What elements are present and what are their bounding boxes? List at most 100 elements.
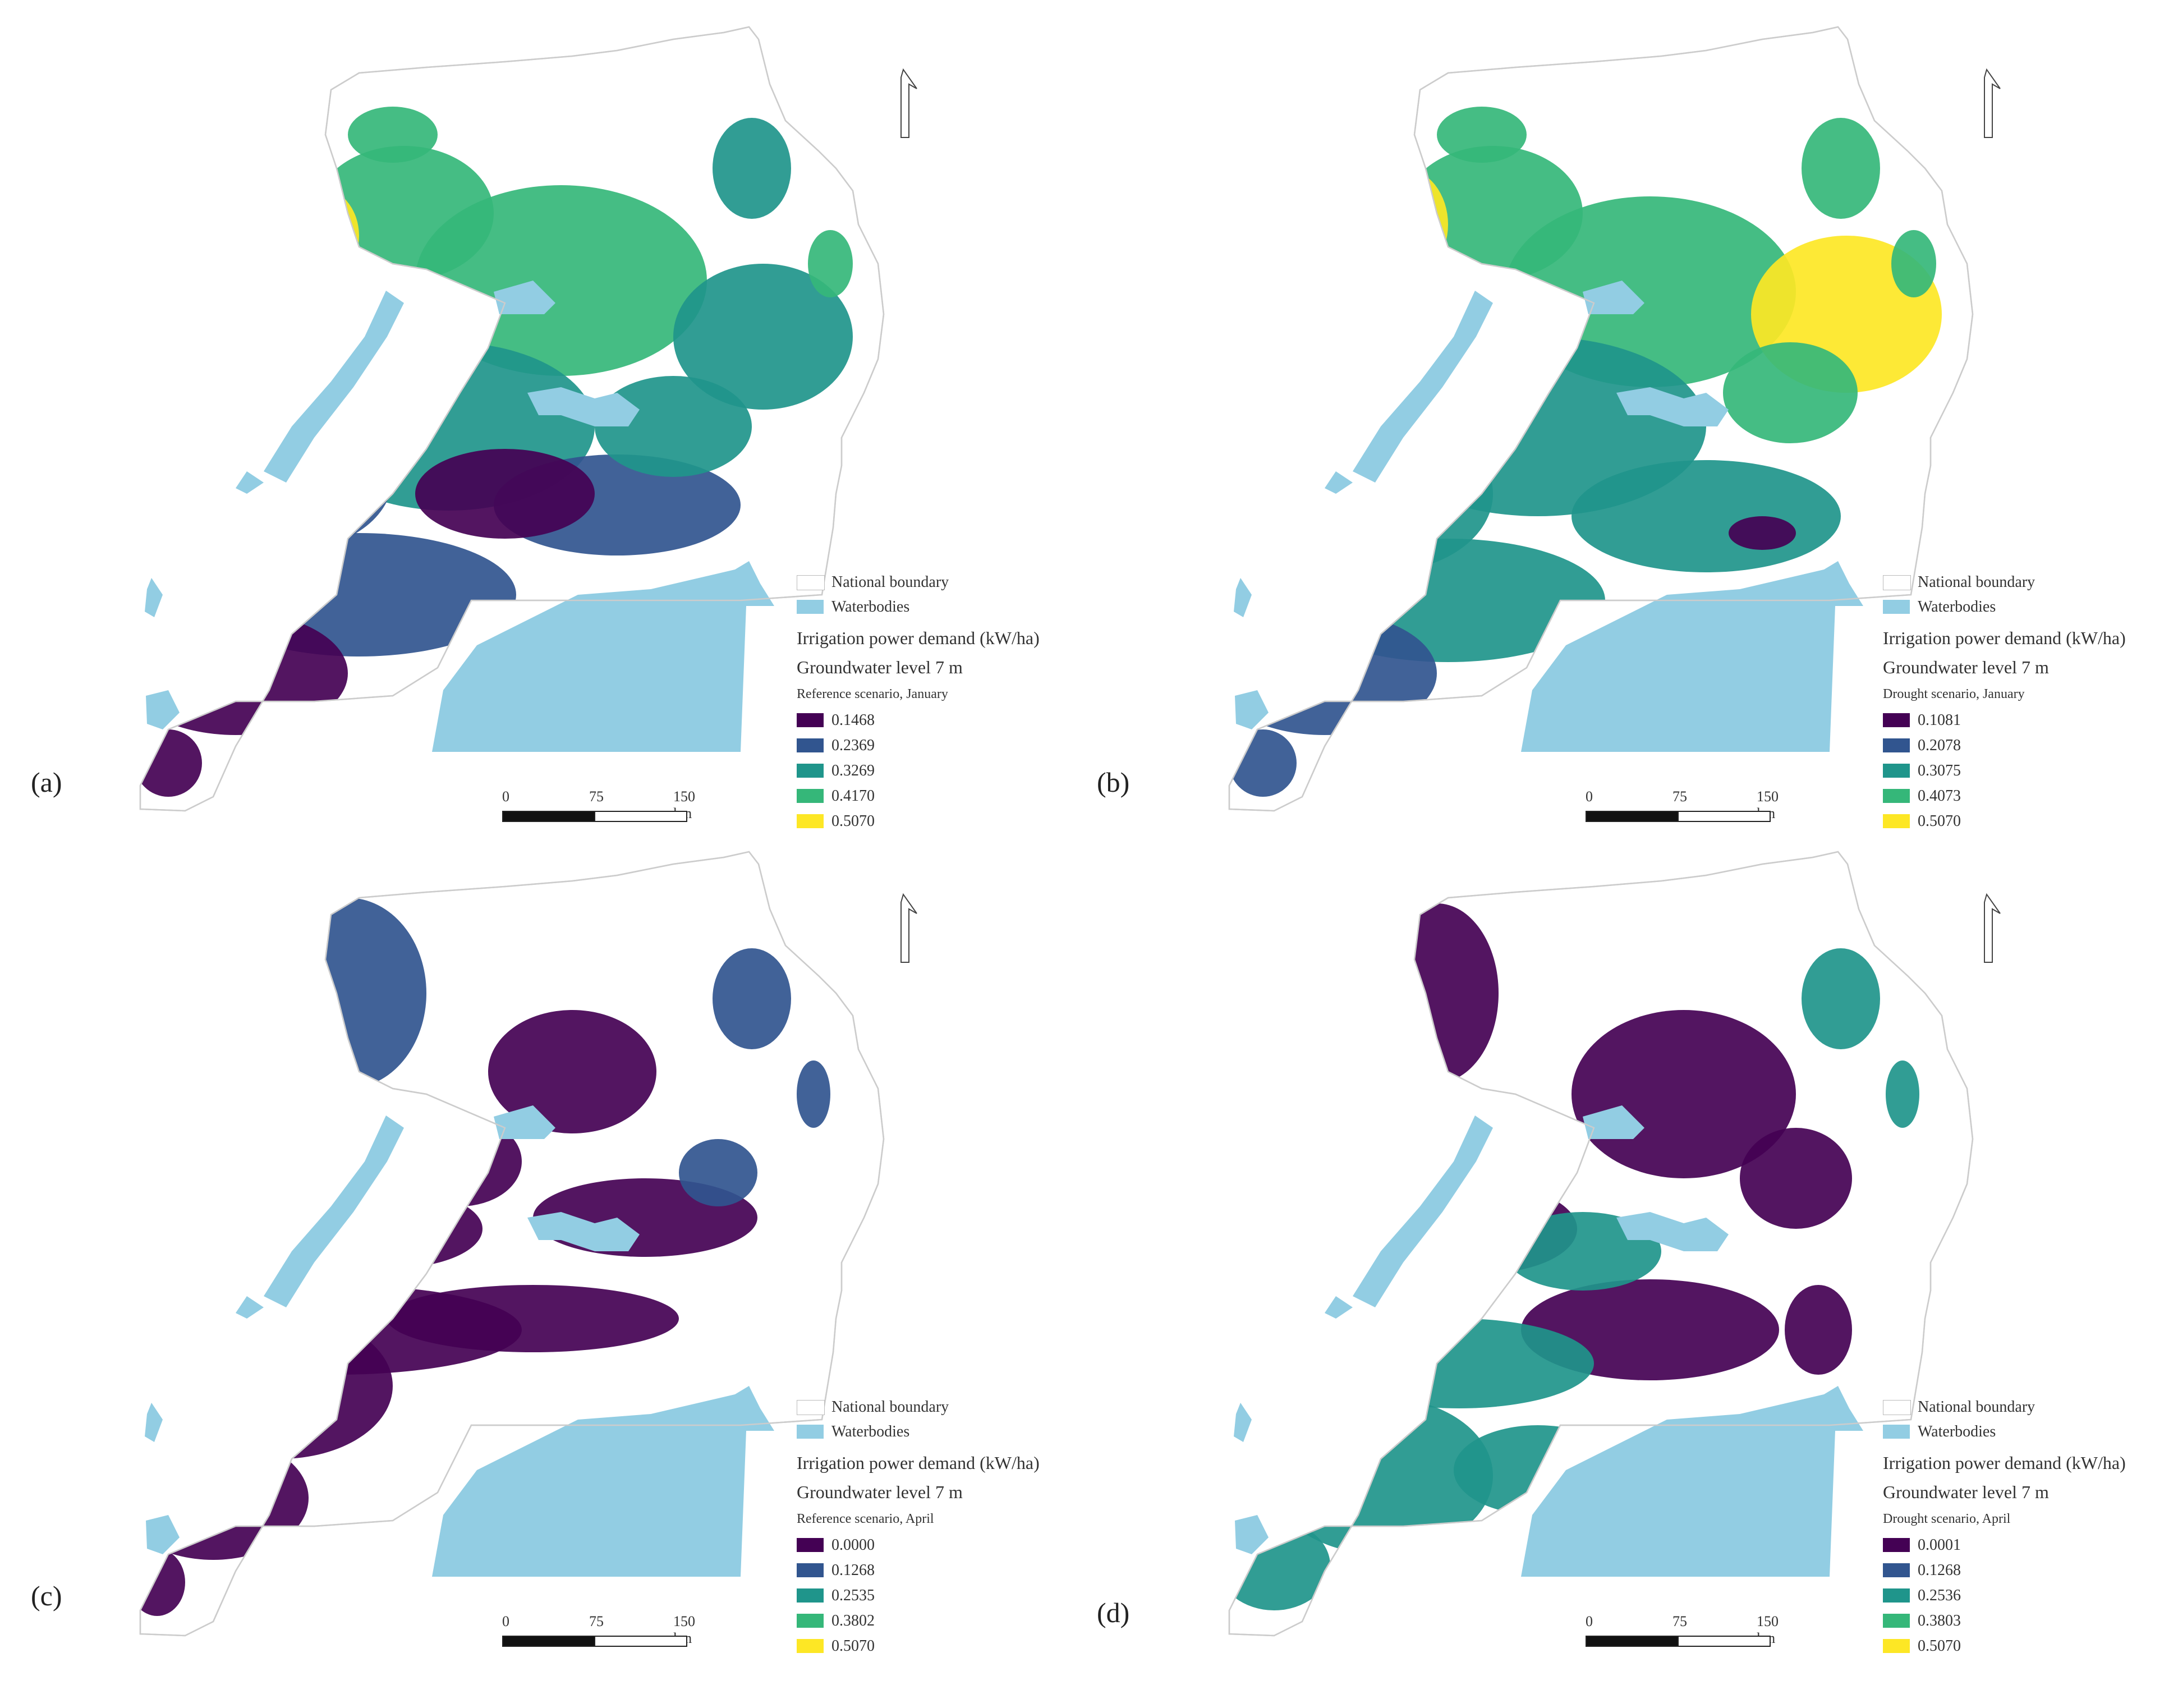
legend-class-value: 0.2536 <box>1918 1587 1961 1604</box>
legend-class-swatch <box>797 738 824 752</box>
demand-patch <box>1802 948 1880 1049</box>
scale-label: 75 <box>1672 788 1687 805</box>
national-boundary-outline <box>1228 851 1974 1637</box>
waterbody <box>527 387 640 426</box>
scale-label: 75 <box>1672 1613 1687 1629</box>
uganda-map-d <box>1228 851 1974 1637</box>
demand-patch <box>679 1139 757 1206</box>
north-arrow-icon <box>1984 893 2001 963</box>
panel-letter: (b) <box>1097 766 1130 798</box>
uganda-map-c <box>139 851 885 1637</box>
waterbody <box>146 690 180 729</box>
demand-patch <box>595 376 752 477</box>
legend-class-value: 0.4073 <box>1918 787 1961 805</box>
scale-segment-black <box>502 1636 595 1647</box>
waterbody <box>1325 471 1353 494</box>
demand-patch <box>1358 168 1448 281</box>
legend-class-swatch <box>1883 1563 1910 1577</box>
demand-patch <box>1325 1319 1594 1408</box>
map-panel-c: (c) National boundary Waterbodies Irrigati… <box>0 825 1089 1654</box>
legend-title: Irrigation power demand (kW/ha) <box>797 628 1040 648</box>
demand-patch <box>673 264 853 410</box>
legend-class-value: 0.1268 <box>1918 1562 1961 1579</box>
scale-segment-black <box>502 811 595 822</box>
scale-segment-white <box>594 811 687 822</box>
scale-label: 0 <box>1586 788 1593 805</box>
legend-title: Irrigation power demand (kW/ha) <box>1883 628 2126 648</box>
waterbody <box>145 578 163 617</box>
legend-class-value: 0.3803 <box>1918 1612 1961 1629</box>
demand-patch <box>168 1313 393 1459</box>
waterbody <box>1616 1212 1729 1251</box>
demand-patch <box>713 948 791 1049</box>
scale-label: 75 <box>589 1613 604 1629</box>
national-boundary-outline <box>139 26 885 812</box>
legend-waterbodies: Waterbodies <box>1918 598 1996 616</box>
demand-patch <box>1375 903 1499 1083</box>
panel-letter: (c) <box>31 1580 62 1611</box>
map-panel-d: (d) National boundary Waterbodies Irrigati… <box>1089 825 2178 1654</box>
waterbody <box>527 1212 640 1251</box>
north-arrow-shape <box>1984 893 2001 963</box>
waterbody <box>1583 1105 1644 1139</box>
demand-patch <box>1729 516 1796 550</box>
demand-patch <box>1437 107 1527 163</box>
waterbody <box>494 1105 555 1139</box>
legend-class-swatch <box>797 1614 824 1628</box>
legend-class-swatch <box>797 789 824 803</box>
legend-waterbodies: Waterbodies <box>831 1423 910 1440</box>
legend-waterbodies: Waterbodies <box>1918 1423 1996 1440</box>
north-arrow-icon <box>1984 68 2001 138</box>
legend-class-value: 0.1081 <box>1918 711 1961 729</box>
waterbody <box>1235 1515 1269 1554</box>
legend-class-swatch <box>1883 764 1910 778</box>
legend-class-swatch <box>1883 1614 1910 1628</box>
legend-groundwater: Groundwater level 7 m <box>797 1482 963 1502</box>
map-panel-b: (b) National boundary Waterbodies Irrigati… <box>1089 0 2178 829</box>
national-boundary-outline <box>139 851 885 1637</box>
demand-patch <box>1723 342 1858 443</box>
legend-class-swatch <box>797 713 824 727</box>
north-arrow-shape <box>900 68 917 138</box>
legend-class-swatch <box>1883 738 1910 752</box>
legend-scenario: Drought scenario, April <box>1883 1512 2011 1526</box>
national-boundary-outline <box>1228 26 1974 812</box>
waterbody <box>432 1386 774 1577</box>
legend-title: Irrigation power demand (kW/ha) <box>797 1453 1040 1473</box>
waterbody <box>236 1296 264 1319</box>
legend-swatch <box>797 1400 825 1415</box>
legend-class-value: 0.5070 <box>831 812 875 830</box>
legend-class-swatch <box>1883 713 1910 727</box>
waterbody <box>145 1403 163 1442</box>
demand-patch <box>797 1060 830 1128</box>
waterbody <box>1234 578 1252 617</box>
demand-patch <box>269 898 426 1089</box>
demand-patch <box>1291 539 1605 662</box>
legend-swatch <box>797 575 825 590</box>
legend-swatch <box>1883 575 1911 590</box>
legend-class-value: 0.2369 <box>831 737 875 754</box>
north-arrow-icon <box>900 68 917 138</box>
demand-patch <box>140 1436 309 1560</box>
scale-segment-white <box>1678 1636 1771 1647</box>
legend-class-value: 0.1268 <box>831 1562 875 1579</box>
panel-letter: (a) <box>31 766 62 798</box>
waterbody <box>1234 1403 1252 1442</box>
legend-class-value: 0.5070 <box>1918 1637 1961 1655</box>
legend-class-value: 0.0000 <box>831 1536 875 1554</box>
demand-patch <box>1740 1128 1852 1229</box>
legend-class-swatch <box>797 1563 824 1577</box>
waterbody <box>1616 387 1729 426</box>
legend-class-swatch <box>797 764 824 778</box>
waterbody <box>1521 561 1863 752</box>
legend-boundary: National boundary <box>1918 573 2035 591</box>
demand-patch <box>488 1010 656 1133</box>
waterbody <box>236 471 264 494</box>
scale-segment-white <box>594 1636 687 1647</box>
demand-patch <box>415 185 707 376</box>
legend-swatch <box>1883 600 1910 614</box>
scale-label: 75 <box>589 788 604 805</box>
demand-patch <box>1886 1060 1919 1128</box>
demand-patch <box>713 118 791 219</box>
demand-patch <box>387 1285 679 1352</box>
